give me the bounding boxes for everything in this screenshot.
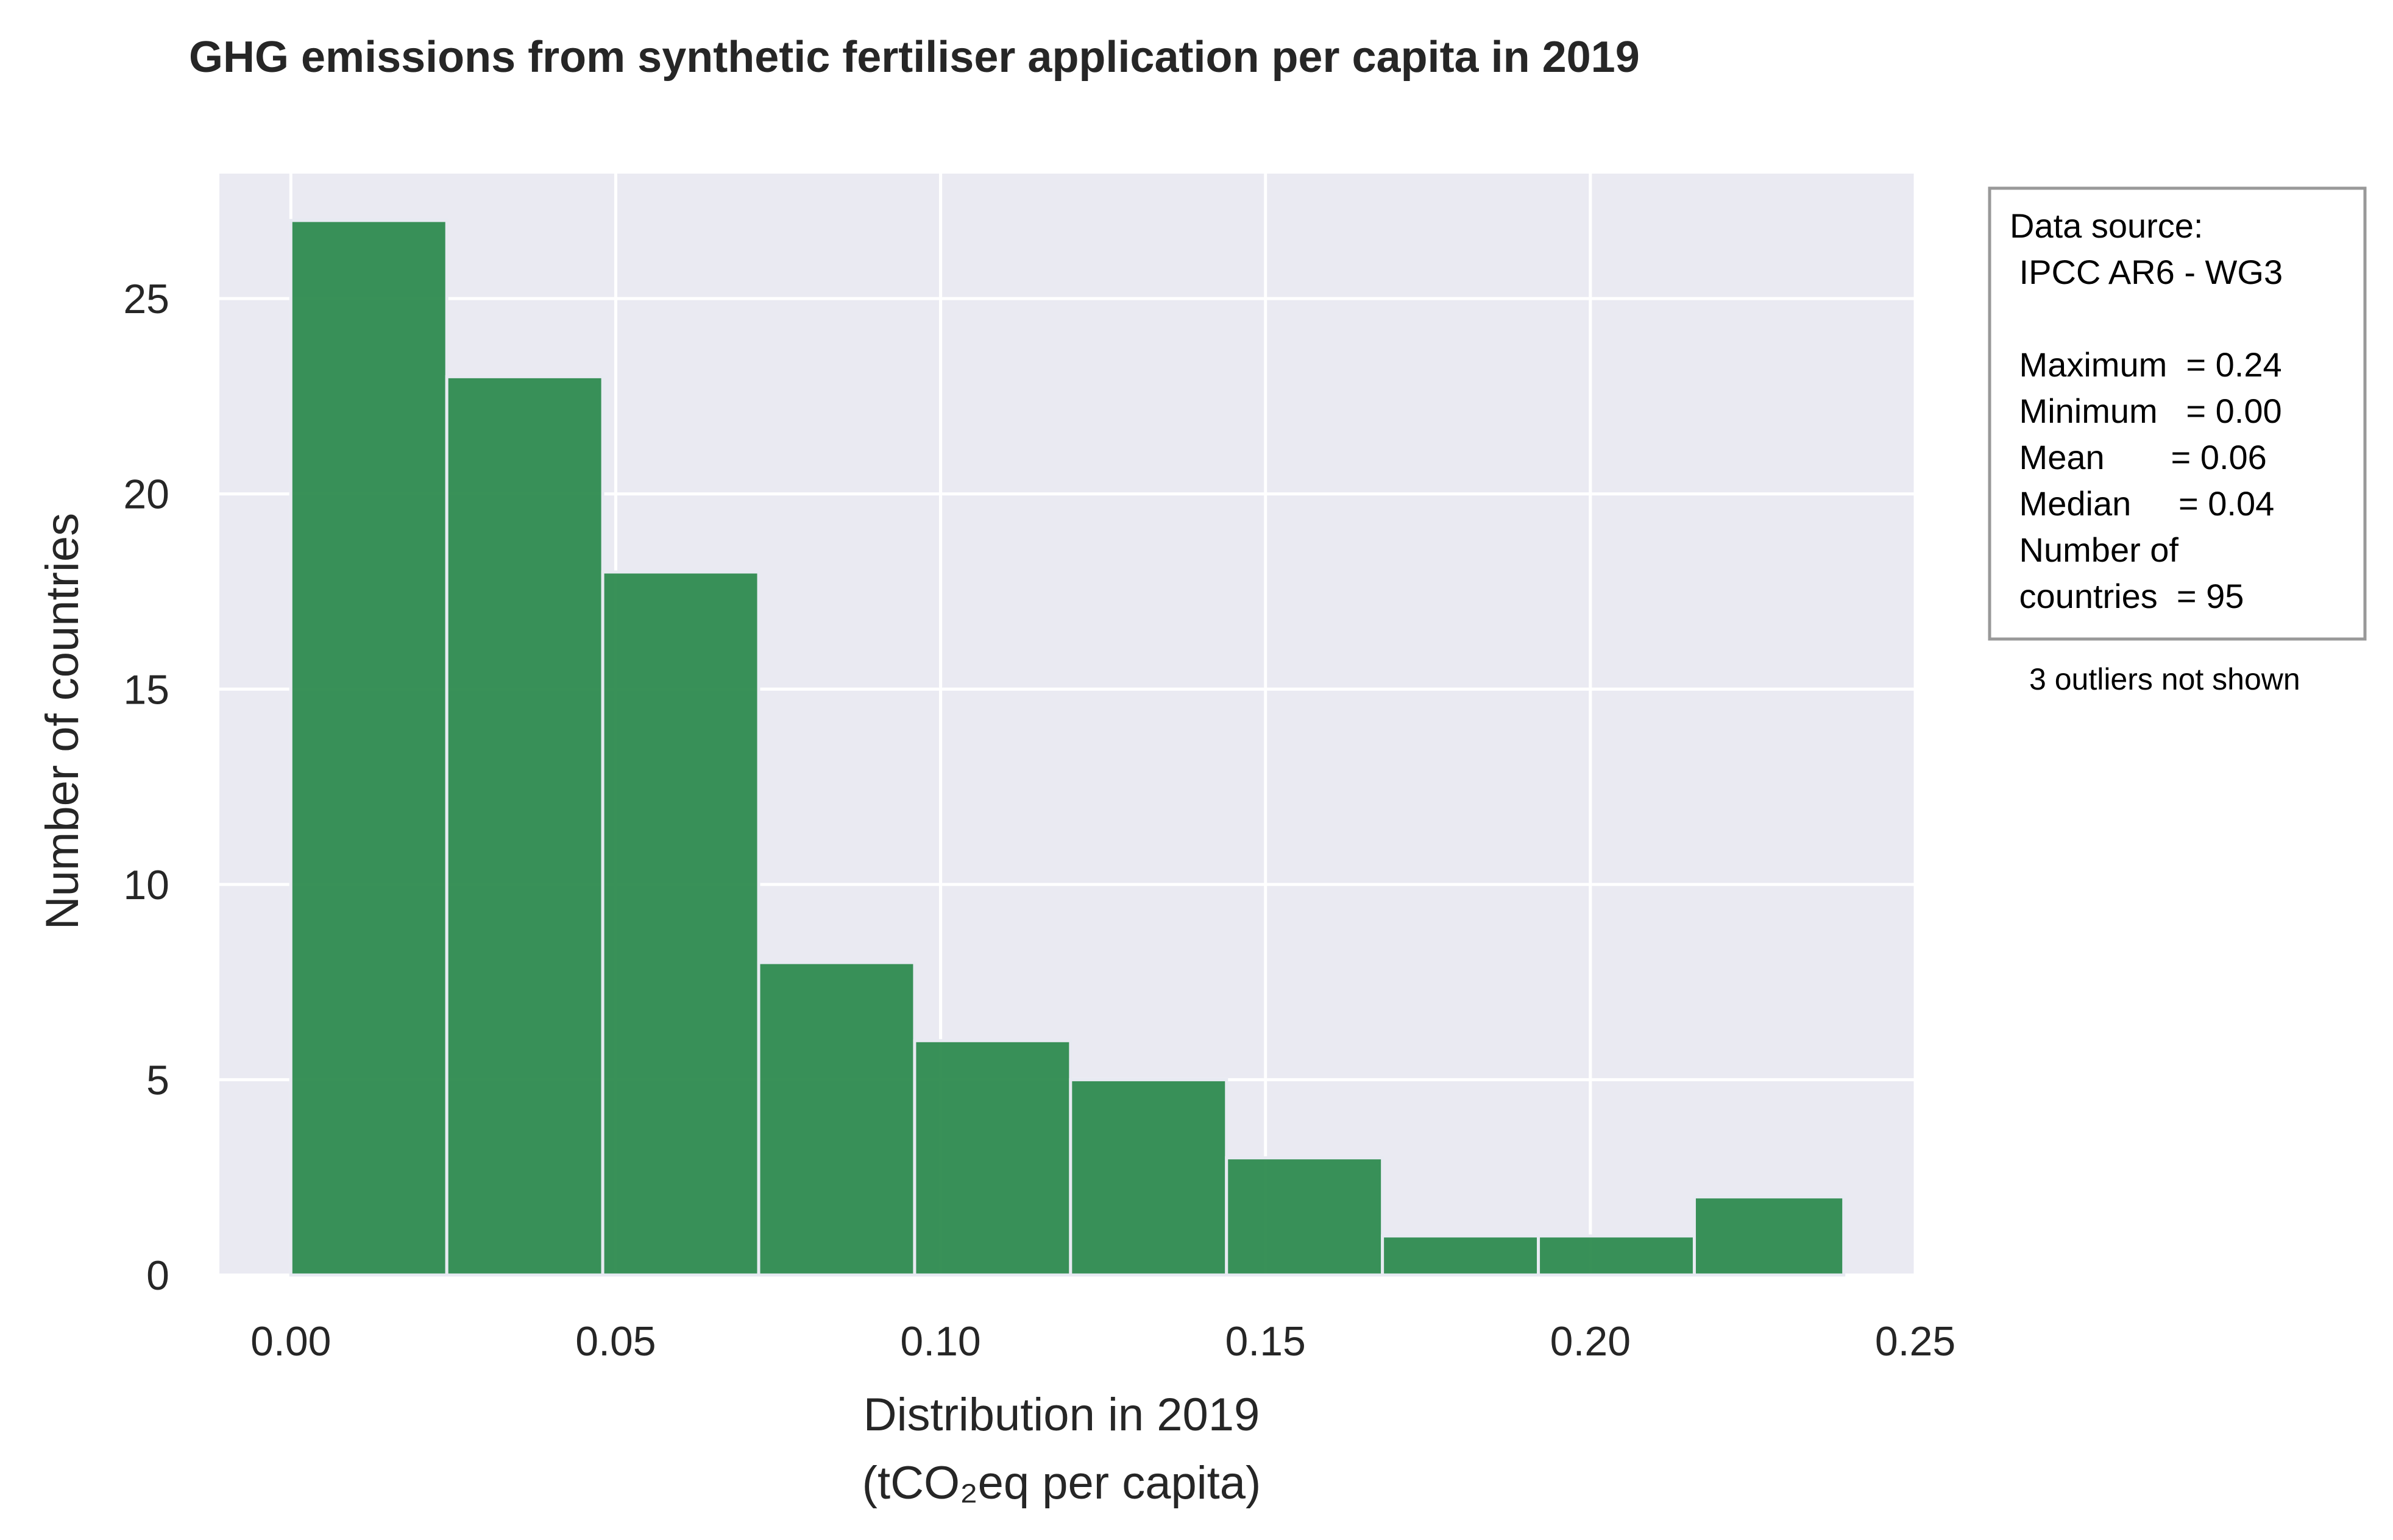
histogram-bar [601, 570, 760, 1277]
info-box-line: countries = 95 [2010, 577, 2244, 615]
info-box-line: Median = 0.04 [2010, 484, 2274, 523]
x-axis-ticks: 0.00 0.05 0.10 0.15 0.20 0.25 [250, 1318, 1955, 1365]
outlier-note: 3 outliers not shown [2029, 662, 2300, 696]
histogram-bar [1069, 1078, 1228, 1277]
info-box-text: Data source: IPCC AR6 - WG3 Maximum = 0.… [2010, 207, 2283, 615]
info-box-line: IPCC AR6 - WG3 [2010, 253, 2283, 291]
histogram-bar [445, 375, 604, 1277]
histogram-bar [1225, 1156, 1384, 1277]
x-axis-label-line1: Distribution in 2019 [863, 1389, 1260, 1441]
histogram-bar [757, 961, 916, 1277]
info-box-line: Data source: [2010, 207, 2203, 245]
y-tick-label: 10 [123, 862, 169, 908]
x-tick-label: 0.10 [900, 1318, 980, 1365]
info-box-line: Mean = 0.06 [2010, 438, 2267, 476]
y-tick-label: 20 [123, 472, 169, 518]
x-tick-label: 0.20 [1550, 1318, 1631, 1365]
histogram-bar [1381, 1234, 1540, 1277]
x-axis-label-line2: (tCO₂eq per capita) [862, 1457, 1261, 1509]
x-tick-label: 0.15 [1225, 1318, 1306, 1365]
histogram-bar [289, 219, 448, 1277]
y-tick-label: 0 [146, 1252, 169, 1299]
histogram-bar [1537, 1234, 1696, 1277]
info-box-line: Maximum = 0.24 [2010, 345, 2282, 384]
info-box [1988, 186, 2367, 641]
histogram-bar [913, 1039, 1072, 1277]
histogram-bar [1692, 1195, 1846, 1277]
info-box-line: Number of [2010, 531, 2179, 569]
y-axis-ticks: 0 5 10 15 20 25 [123, 276, 169, 1299]
histogram-bars [289, 219, 1846, 1277]
y-tick-label: 5 [146, 1057, 169, 1103]
info-box-line: Minimum = 0.00 [2010, 392, 2282, 430]
y-tick-label: 25 [123, 276, 169, 322]
x-tick-label: 0.25 [1875, 1318, 1955, 1365]
x-tick-label: 0.05 [575, 1318, 656, 1365]
x-tick-label: 0.00 [250, 1318, 331, 1365]
y-tick-label: 15 [123, 666, 169, 713]
chart-title: GHG emissions from synthetic fertiliser … [189, 33, 1640, 82]
y-axis-label: Number of countries [37, 513, 88, 930]
